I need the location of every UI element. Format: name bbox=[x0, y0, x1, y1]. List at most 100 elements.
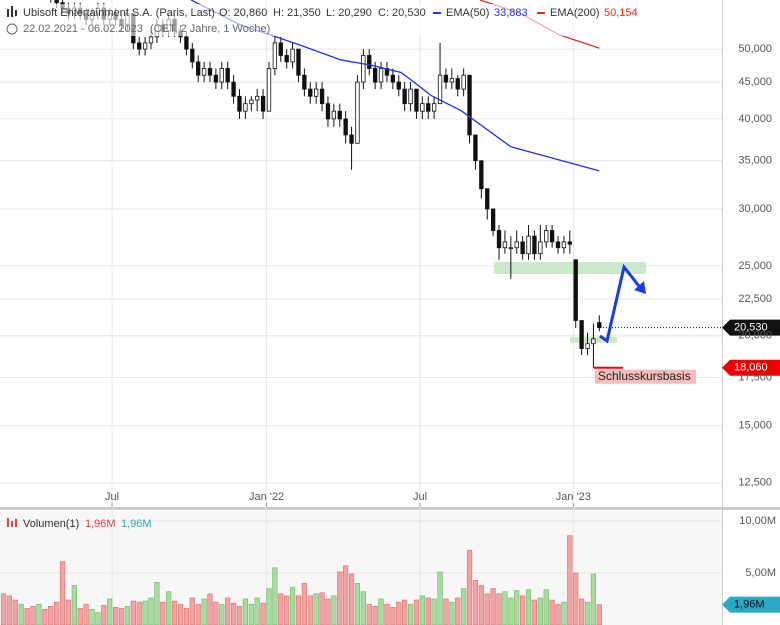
candle-body bbox=[272, 42, 278, 69]
candle-body bbox=[255, 95, 260, 101]
candle-body bbox=[266, 68, 272, 112]
candle-body bbox=[249, 99, 254, 105]
volume-bar bbox=[502, 591, 508, 625]
volume-bar bbox=[225, 597, 231, 625]
candle-body bbox=[148, 36, 154, 44]
candle-body bbox=[367, 55, 372, 69]
volume-bar bbox=[584, 601, 591, 625]
candle-body bbox=[479, 160, 484, 190]
candle-body bbox=[473, 134, 478, 162]
candle-body bbox=[597, 322, 602, 328]
candle-body bbox=[555, 241, 561, 249]
y-tick-label: 20,000 bbox=[738, 330, 772, 342]
volume-bar bbox=[484, 593, 490, 625]
volume-bar bbox=[195, 603, 201, 625]
support-zone bbox=[494, 262, 646, 274]
volume-tag-label: 1,96M bbox=[734, 599, 765, 611]
volume-bar bbox=[248, 603, 254, 625]
arrow-head bbox=[634, 281, 646, 294]
volume-bar bbox=[172, 600, 178, 625]
candle-body bbox=[490, 208, 496, 231]
quote: H: 21,350 bbox=[273, 7, 321, 19]
candle-body bbox=[573, 259, 578, 321]
last-price-tag bbox=[722, 319, 780, 336]
candle-body bbox=[296, 48, 301, 76]
candle-body bbox=[532, 235, 537, 255]
volume-bar bbox=[431, 598, 437, 625]
candle-body bbox=[201, 68, 207, 76]
candle-body bbox=[579, 320, 584, 349]
volume-bar bbox=[77, 608, 83, 625]
candle-body bbox=[184, 36, 189, 50]
candle-body bbox=[437, 74, 443, 105]
candle-body bbox=[302, 74, 307, 90]
volume-bar bbox=[12, 599, 18, 625]
volume-bar bbox=[59, 561, 66, 625]
volume-value: 1,96M bbox=[85, 518, 116, 530]
candle-body bbox=[561, 241, 567, 249]
candle-body bbox=[207, 68, 213, 76]
y-tick-label: 12,500 bbox=[738, 477, 772, 489]
volume-bar bbox=[567, 535, 573, 625]
volume-bar bbox=[555, 603, 561, 625]
candle-body bbox=[544, 230, 549, 243]
y-tick-label: 10,00M bbox=[739, 515, 776, 527]
volume-bar bbox=[378, 598, 384, 625]
candle-body bbox=[390, 74, 396, 83]
volume-bar bbox=[520, 595, 526, 625]
volume-bar bbox=[266, 588, 272, 625]
candle-body bbox=[219, 68, 224, 83]
volume-tag bbox=[722, 596, 780, 613]
subtitle: 22.02.2021 - 06.02.2023 bbox=[23, 23, 143, 35]
volume-value: 1,96M bbox=[121, 518, 152, 530]
candle-body bbox=[278, 42, 283, 56]
y-tick-label: 22,500 bbox=[738, 293, 772, 305]
candle-body bbox=[319, 88, 325, 105]
volume-bar bbox=[154, 582, 160, 625]
volume-bar bbox=[42, 609, 48, 625]
volume-bar bbox=[24, 608, 30, 625]
candle-body bbox=[538, 241, 543, 255]
volume-bar bbox=[295, 595, 302, 625]
candle-body bbox=[526, 235, 531, 255]
candle-body bbox=[414, 88, 419, 112]
quote: L: 20,290 bbox=[326, 7, 372, 19]
base-text-bg bbox=[595, 369, 696, 384]
volume-bar bbox=[325, 598, 331, 625]
candle-body bbox=[431, 103, 437, 112]
legend-value: 50,154 bbox=[604, 7, 638, 19]
volume-bar bbox=[189, 597, 195, 625]
candle-body bbox=[284, 55, 289, 63]
volume-bar bbox=[331, 595, 337, 625]
volume-bar bbox=[124, 605, 131, 625]
volume-bar bbox=[278, 593, 284, 625]
y-tick-label: 30,000 bbox=[738, 203, 772, 215]
volume-bar bbox=[413, 599, 420, 625]
volume-bar bbox=[508, 597, 514, 625]
volume-bar bbox=[537, 597, 543, 625]
volume-bar bbox=[472, 579, 479, 625]
volume-bar bbox=[425, 597, 431, 625]
candle-body bbox=[461, 74, 466, 90]
volume-bar bbox=[461, 588, 467, 625]
volume-bar bbox=[437, 571, 443, 625]
y-tick-label: 17,500 bbox=[738, 371, 772, 383]
candle-body bbox=[343, 118, 348, 136]
candle-body bbox=[142, 42, 148, 50]
candle-body bbox=[213, 74, 219, 83]
volume-bar bbox=[407, 603, 414, 625]
volume-bar bbox=[142, 600, 148, 625]
candle-body bbox=[449, 78, 455, 83]
volume-bar bbox=[136, 601, 142, 625]
chart-title: Ubisoft Entertainment S.A. (Paris, Last) bbox=[23, 7, 215, 19]
candle-body bbox=[420, 103, 425, 112]
candle-body bbox=[290, 48, 295, 63]
y-tick-label: 35,000 bbox=[738, 155, 772, 167]
subtitle-note: (CET, 2 Jahre, 1 Woche) bbox=[150, 23, 270, 35]
volume-bar bbox=[113, 607, 119, 625]
candle-body bbox=[426, 103, 431, 112]
x-tick-label: Jul bbox=[105, 491, 119, 503]
base-tag bbox=[722, 359, 780, 376]
candle-body bbox=[260, 95, 266, 112]
